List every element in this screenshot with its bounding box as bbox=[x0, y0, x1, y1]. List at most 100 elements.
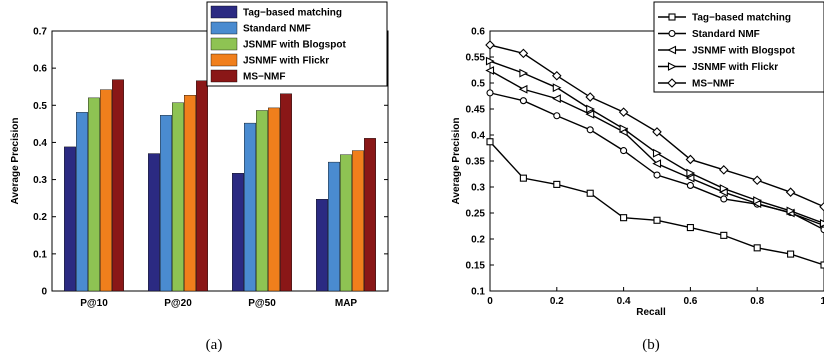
y-tick-label: 0.1 bbox=[33, 249, 47, 260]
marker-triangle-right bbox=[753, 196, 762, 205]
marker-square bbox=[653, 216, 661, 224]
marker-triangle-left bbox=[685, 173, 695, 183]
bar bbox=[112, 79, 124, 292]
bar bbox=[160, 115, 172, 292]
x-axis-title: Recall bbox=[636, 307, 666, 318]
caption: (b) bbox=[642, 337, 660, 353]
marker-triangle-right bbox=[667, 62, 677, 71]
marker-triangle-right bbox=[519, 68, 529, 78]
bar bbox=[64, 146, 76, 292]
legend-swatch bbox=[210, 37, 238, 51]
legend-label: Tag−based matching bbox=[243, 8, 342, 19]
legend-label: MS−NMF bbox=[692, 79, 735, 90]
marker-diamond bbox=[819, 201, 824, 212]
marker-circle bbox=[553, 112, 561, 120]
bar bbox=[232, 173, 244, 292]
marker-circle bbox=[586, 126, 594, 134]
bar bbox=[268, 107, 280, 292]
x-tick-label: MAP bbox=[335, 298, 358, 309]
legend-label: MS−NMF bbox=[243, 72, 286, 83]
marker-triangle-right bbox=[786, 206, 796, 216]
bar bbox=[148, 153, 160, 292]
marker-triangle-left bbox=[585, 109, 595, 119]
bar bbox=[352, 150, 364, 292]
marker-circle bbox=[820, 226, 824, 234]
series-line bbox=[489, 69, 824, 227]
bar bbox=[316, 199, 328, 292]
marker-triangle-right bbox=[686, 168, 696, 178]
y-tick-label: 0.7 bbox=[33, 27, 47, 38]
marker-circle bbox=[653, 171, 661, 179]
legend-swatch bbox=[210, 53, 238, 67]
bar bbox=[196, 80, 208, 292]
y-tick-label: 0.2 bbox=[33, 212, 47, 223]
bar bbox=[244, 122, 256, 292]
legend-label: JSNMF with Blogspot bbox=[243, 40, 346, 51]
marker-triangle-left bbox=[667, 45, 677, 55]
bar bbox=[280, 93, 292, 292]
marker-diamond bbox=[485, 40, 495, 50]
marker-triangle-right bbox=[586, 104, 595, 114]
marker-square bbox=[620, 214, 628, 222]
marker-triangle-left bbox=[518, 84, 528, 94]
bar bbox=[100, 89, 112, 292]
marker-square bbox=[519, 174, 527, 182]
y-tick-label: 0.45 bbox=[466, 105, 486, 116]
legend-label: Standard NMF bbox=[243, 24, 311, 35]
marker-diamond bbox=[719, 165, 729, 175]
y-axis-title: Average Precision bbox=[10, 118, 21, 205]
marker-triangle-left bbox=[652, 159, 662, 168]
marker-circle bbox=[620, 147, 628, 155]
marker-diamond bbox=[685, 154, 696, 165]
legend-label: JSNMF with Blogspot bbox=[692, 46, 795, 57]
marker-square bbox=[720, 231, 728, 239]
bar bbox=[172, 102, 184, 292]
x-tick-label: 0.4 bbox=[617, 296, 631, 307]
marker-square bbox=[586, 189, 594, 197]
y-tick-label: 0.6 bbox=[33, 64, 47, 75]
y-tick-label: 0 bbox=[41, 287, 47, 298]
marker-diamond bbox=[752, 175, 762, 186]
y-tick-label: 0.4 bbox=[33, 138, 47, 149]
legend-label: JSNMF with Flickr bbox=[243, 56, 329, 67]
marker-triangle-right bbox=[652, 148, 662, 158]
marker-square bbox=[787, 250, 795, 258]
y-tick-label: 0.6 bbox=[471, 27, 485, 38]
marker-circle bbox=[486, 89, 494, 97]
y-tick-label: 0.5 bbox=[33, 101, 47, 112]
bar bbox=[364, 138, 376, 292]
marker-circle bbox=[519, 97, 527, 105]
bar bbox=[328, 161, 340, 292]
marker-diamond bbox=[667, 78, 677, 88]
marker-circle bbox=[668, 29, 676, 38]
marker-square bbox=[668, 13, 676, 21]
marker-triangle-right bbox=[485, 56, 495, 66]
marker-square bbox=[686, 224, 694, 232]
marker-triangle-right bbox=[619, 124, 629, 134]
marker-diamond bbox=[585, 92, 595, 102]
marker-diamond bbox=[518, 48, 529, 59]
x-tick-label: 0.8 bbox=[750, 296, 764, 307]
marker-triangle-left bbox=[485, 66, 495, 75]
legend-label: Standard NMF bbox=[692, 29, 760, 40]
legend-label: JSNMF with Flickr bbox=[692, 62, 778, 73]
y-tick-label: 0.3 bbox=[471, 183, 485, 194]
y-tick-label: 0.5 bbox=[471, 79, 485, 90]
marker-diamond bbox=[785, 187, 796, 197]
caption: (a) bbox=[206, 337, 223, 353]
x-tick-label: P@10 bbox=[80, 298, 108, 309]
marker-square bbox=[553, 180, 561, 188]
marker-triangle-left bbox=[552, 94, 561, 103]
bar bbox=[76, 112, 88, 292]
marker-circle bbox=[686, 181, 694, 189]
legend-label: Tag−based matching bbox=[692, 13, 791, 24]
legend-swatch bbox=[210, 69, 238, 83]
bar bbox=[88, 97, 100, 292]
marker-diamond bbox=[652, 127, 662, 137]
y-tick-label: 0.1 bbox=[471, 287, 485, 298]
y-tick-label: 0.25 bbox=[466, 209, 486, 220]
marker-square bbox=[486, 138, 494, 146]
y-tick-label: 0.55 bbox=[466, 53, 486, 64]
marker-triangle-right bbox=[719, 184, 729, 193]
